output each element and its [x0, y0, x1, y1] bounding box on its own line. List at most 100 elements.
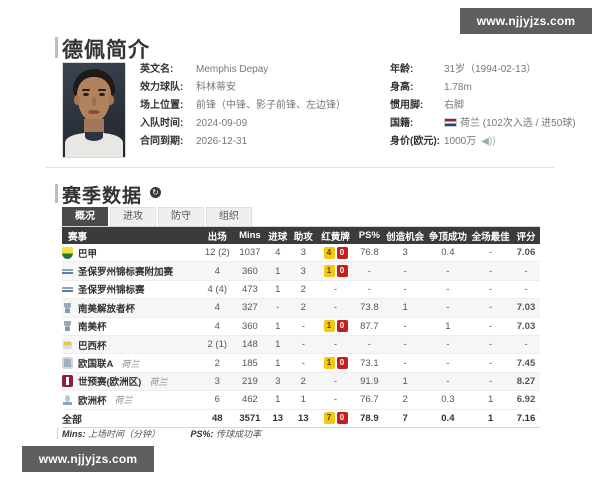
- cell-goals: 1: [264, 335, 291, 355]
- red-card-badge: 0: [336, 246, 348, 259]
- red-card-badge: 0: [336, 265, 348, 278]
- cell-goals: 4: [264, 244, 291, 263]
- cell-mins: 327: [234, 298, 265, 318]
- cell-goals: -: [264, 298, 291, 318]
- market-value-text: 1000万: [444, 136, 477, 147]
- competition-country: 荷兰: [114, 395, 133, 406]
- col-rating[interactable]: 评分: [512, 227, 540, 244]
- field-preferred-foot: 惯用脚: 右脚: [390, 100, 464, 111]
- cell-pass-success: 76.8: [354, 244, 384, 263]
- footnote-key-ps: PS%:: [190, 429, 214, 439]
- cell-pass-success: 73.1: [354, 353, 384, 373]
- cell-mins: 360: [234, 261, 265, 281]
- tab-defense[interactable]: 防守: [158, 207, 204, 226]
- table-row[interactable]: 全部 48 3571 13 13 7 0 78.9 7 0.4 1 7.16: [62, 409, 540, 428]
- cell-chances-created: 1: [383, 372, 427, 392]
- cell-rating: 7.45: [512, 353, 540, 373]
- table-row[interactable]: 圣保罗州锦标赛 4 (4) 473 1 2- - - - - -: [62, 280, 540, 300]
- cell-competition: 圣保罗州锦标赛附加赛: [62, 261, 200, 281]
- field-club: 效力球队: 科林蒂安: [140, 82, 236, 93]
- competition-name: 南美杯: [78, 322, 107, 334]
- col-man-of-match[interactable]: 全场最佳: [469, 227, 512, 244]
- field-english-name: 英文名: Memphis Depay: [140, 64, 269, 75]
- col-chances-created[interactable]: 创造机会: [383, 227, 427, 244]
- netherlands-flag-icon: [444, 118, 457, 127]
- competition-name: 全部: [62, 414, 82, 426]
- cell-mins: 462: [234, 390, 265, 410]
- col-appearances[interactable]: 出场: [199, 227, 235, 244]
- tab-attack[interactable]: 进攻: [110, 207, 156, 226]
- tab-organization[interactable]: 组织: [206, 207, 252, 226]
- season-stats-table: 赛事 出场 Mins 进球 助攻 红黄牌 PS% 创造机会 争顶成功 全场最佳 …: [62, 227, 540, 428]
- refresh-icon[interactable]: ↻: [150, 187, 161, 198]
- cell-pass-success: 78.9: [354, 409, 384, 428]
- cell-man-of-match: -: [469, 261, 512, 281]
- cell-assists: 3: [290, 244, 317, 263]
- yellow-card-badge: 4: [323, 246, 335, 259]
- cell-goals: 3: [264, 372, 291, 392]
- cell-assists: 2: [290, 372, 317, 392]
- cell-assists: -: [290, 317, 317, 336]
- table-header: 赛事 出场 Mins 进球 助攻 红黄牌 PS% 创造机会 争顶成功 全场最佳 …: [62, 227, 540, 244]
- competition-badge-icon: [62, 246, 73, 259]
- cell-man-of-match: -: [469, 298, 512, 318]
- cell-man-of-match: -: [469, 353, 512, 373]
- cell-man-of-match: 1: [469, 409, 512, 428]
- cell-appearances: 4 (4): [199, 280, 235, 300]
- cell-chances-created: -: [383, 317, 427, 336]
- col-assists[interactable]: 助攻: [290, 227, 317, 244]
- cell-mins: 3571: [234, 409, 265, 428]
- competition-badge-icon: [62, 283, 73, 295]
- table-row[interactable]: 南美解放者杯 4 327-2-73.8 1- -7.03: [62, 298, 540, 318]
- field-contract-expiry: 合同到期: 2026-12-31: [140, 136, 248, 147]
- table-footnote: Mins: 上场时间（分钟） PS%: 传球成功率: [56, 427, 261, 440]
- cell-goals: 1: [264, 280, 291, 300]
- cell-appearances: 12 (2): [199, 244, 235, 263]
- table-row[interactable]: 巴西杯 2 (1) 148 1- - - - - - -: [62, 335, 540, 355]
- cell-aerial-won: 0.4: [426, 244, 470, 263]
- red-card-badge: 0: [336, 320, 348, 333]
- cell-cards: -: [316, 372, 355, 392]
- cell-aerial-won: -: [426, 298, 470, 318]
- player-photo: [62, 62, 126, 158]
- field-join-date: 入队时间: 2024-09-09: [140, 118, 248, 129]
- tab-overview[interactable]: 概况: [62, 207, 108, 226]
- cell-appearances: 4: [199, 317, 235, 336]
- cell-pass-success: -: [354, 280, 384, 300]
- col-mins[interactable]: Mins: [234, 227, 265, 244]
- section-divider: [46, 167, 554, 168]
- col-aerial-won[interactable]: 争顶成功: [426, 227, 470, 244]
- table-row[interactable]: 巴甲 12 (2) 1037 4 3 4 0 76.8 3 0.4-7.06: [62, 244, 540, 263]
- cell-cards: -: [316, 298, 355, 318]
- cell-goals: 1: [264, 317, 291, 336]
- table-row[interactable]: 世预赛(欧洲区) 荷兰 3 219 3 2-91.9 1- -8.27: [62, 372, 540, 392]
- field-market-value: 身价(欧元): 1000万 ◀)): [390, 136, 496, 147]
- cell-aerial-won: -: [426, 280, 470, 300]
- competition-badge-icon: [62, 357, 73, 370]
- cell-cards: -: [316, 335, 355, 355]
- table-row[interactable]: 南美杯 4 360 1-1 0 87.7-1-7.03: [62, 317, 540, 336]
- col-pass-success[interactable]: PS%: [354, 227, 384, 244]
- table-row[interactable]: 欧洲杯 荷兰 6 462 1 1-76.7 2 0.3 1 6.92: [62, 390, 540, 410]
- cell-rating: 6.92: [512, 390, 540, 410]
- cell-appearances: 48: [199, 409, 235, 428]
- cell-goals: 1: [264, 353, 291, 373]
- cell-competition: 巴西杯: [62, 335, 200, 355]
- speaker-icon[interactable]: ◀)): [481, 136, 496, 147]
- competition-country: 荷兰: [121, 358, 140, 369]
- cell-competition: 南美杯: [62, 317, 200, 336]
- field-age: 年龄: 31岁（1994-02-13）: [390, 64, 537, 75]
- col-competition[interactable]: 赛事: [62, 227, 200, 244]
- cell-assists: 3: [290, 261, 317, 281]
- col-goals[interactable]: 进球: [264, 227, 291, 244]
- table-row[interactable]: 欧国联A 荷兰 2 185 1-1 0 73.1- - -7.45: [62, 353, 540, 373]
- profile-fields-left: 英文名: Memphis Depay 效力球队: 科林蒂安 场上位置: 前锋（中…: [140, 62, 390, 162]
- col-cards[interactable]: 红黄牌: [316, 227, 355, 244]
- cell-mins: 219: [234, 372, 265, 392]
- table-row[interactable]: 圣保罗州锦标赛附加赛 4 360 1 3 1 0- - - - -: [62, 261, 540, 281]
